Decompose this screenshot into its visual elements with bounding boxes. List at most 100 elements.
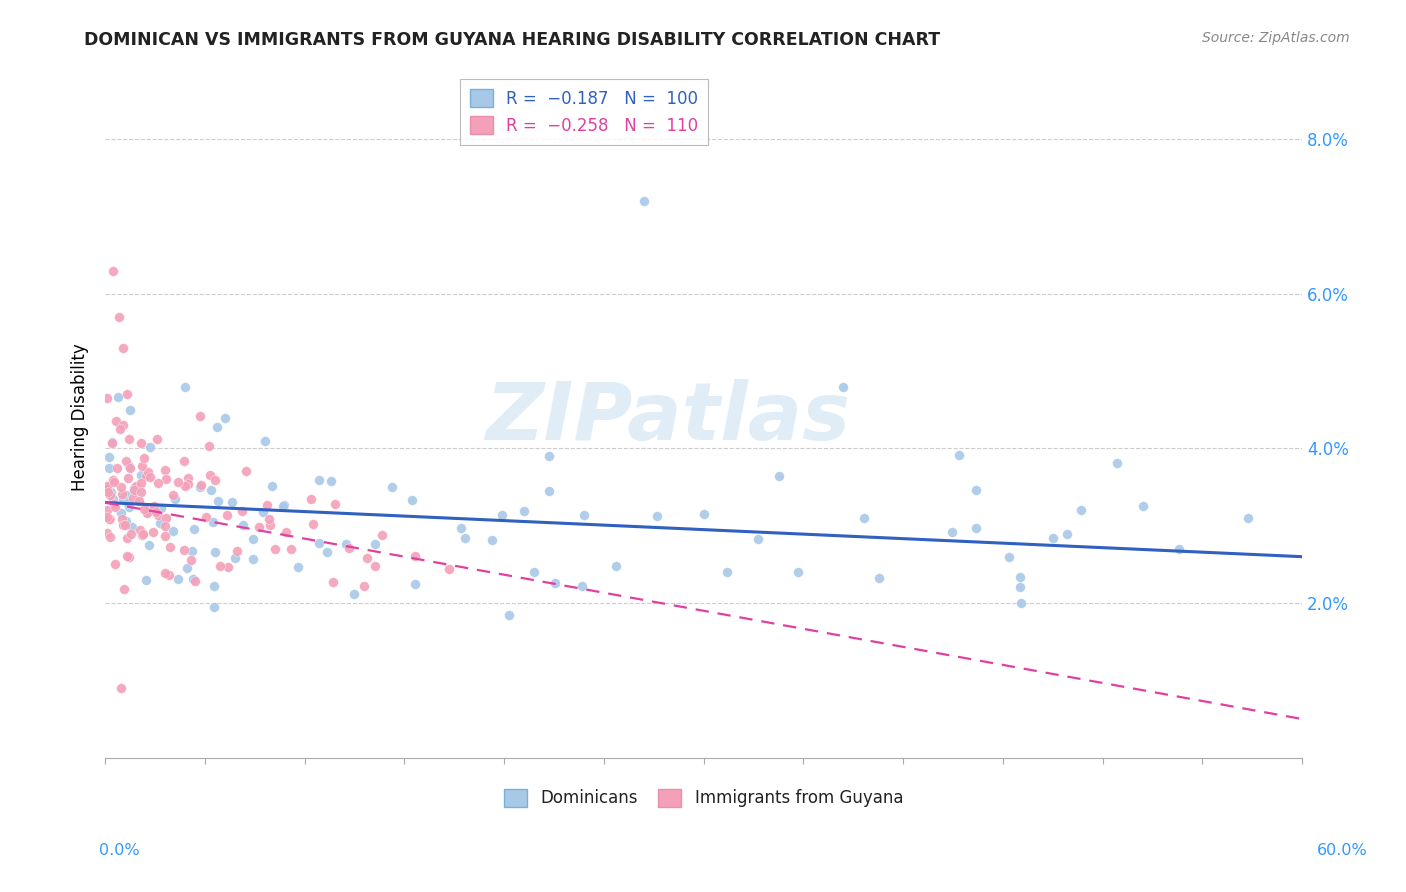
Point [118, 500, 141, 514]
Point [998, 549, 1021, 564]
Point [115, 387, 138, 401]
Point [155, 471, 177, 485]
Point [105, 461, 128, 475]
Point [252, 505, 274, 519]
Point [101, 435, 124, 450]
Point [138, 502, 160, 516]
Point [111, 512, 134, 526]
Point [117, 549, 139, 563]
Point [204, 473, 226, 487]
Point [224, 550, 246, 565]
Point [174, 379, 197, 393]
Point [112, 582, 135, 597]
Point [131, 527, 153, 541]
Point [146, 508, 169, 523]
Point [132, 450, 155, 465]
Point [114, 518, 136, 533]
Point [101, 473, 124, 487]
Point [308, 536, 330, 550]
Point [1132, 499, 1154, 513]
Point [98, 512, 121, 526]
Point [176, 560, 198, 574]
Point [107, 390, 129, 404]
Point [316, 545, 339, 559]
Point [96, 391, 118, 405]
Point [450, 520, 472, 534]
Point [129, 468, 152, 483]
Point [132, 527, 155, 541]
Point [235, 464, 257, 478]
Point [101, 435, 124, 450]
Point [454, 531, 477, 545]
Point [146, 432, 169, 446]
Point [108, 310, 131, 324]
Point [335, 536, 357, 550]
Point [136, 466, 159, 480]
Point [204, 545, 226, 559]
Point [139, 440, 162, 454]
Point [98, 512, 121, 526]
Point [1042, 532, 1064, 546]
Point [217, 508, 239, 523]
Point [112, 341, 135, 355]
Point [231, 504, 253, 518]
Point [135, 573, 157, 587]
Point [114, 487, 136, 501]
Point [110, 480, 132, 494]
Point [537, 483, 560, 498]
Point [188, 409, 211, 424]
Point [364, 558, 387, 573]
Point [173, 542, 195, 557]
Point [98, 461, 121, 475]
Point [287, 560, 309, 574]
Point [481, 533, 503, 548]
Point [965, 521, 987, 535]
Point [941, 524, 963, 539]
Point [145, 505, 167, 519]
Point [868, 571, 890, 585]
Point [112, 491, 135, 506]
Point [257, 512, 280, 526]
Point [118, 459, 141, 474]
Point [128, 494, 150, 508]
Point [100, 484, 122, 499]
Point [232, 517, 254, 532]
Point [242, 551, 264, 566]
Point [1107, 456, 1129, 470]
Point [138, 537, 160, 551]
Point [491, 508, 513, 522]
Point [96, 482, 118, 496]
Point [148, 476, 170, 491]
Point [343, 587, 366, 601]
Point [122, 481, 145, 495]
Legend: Dominicans, Immigrants from Guyana: Dominicans, Immigrants from Guyana [498, 782, 910, 814]
Point [177, 471, 200, 485]
Point [117, 471, 139, 485]
Point [256, 499, 278, 513]
Text: DOMINICAN VS IMMIGRANTS FROM GUYANA HEARING DISABILITY CORRELATION CHART: DOMINICAN VS IMMIGRANTS FROM GUYANA HEAR… [84, 31, 941, 49]
Point [273, 498, 295, 512]
Point [184, 574, 207, 589]
Point [207, 494, 229, 508]
Point [135, 505, 157, 519]
Point [159, 540, 181, 554]
Point [153, 566, 176, 580]
Point [188, 480, 211, 494]
Point [274, 525, 297, 540]
Point [173, 454, 195, 468]
Point [381, 479, 404, 493]
Y-axis label: Hearing Disability: Hearing Disability [72, 343, 89, 491]
Point [96, 526, 118, 541]
Point [693, 508, 716, 522]
Point [280, 542, 302, 557]
Point [174, 479, 197, 493]
Point [157, 567, 180, 582]
Point [117, 531, 139, 545]
Point [180, 553, 202, 567]
Point [262, 479, 284, 493]
Point [302, 517, 325, 532]
Point [571, 579, 593, 593]
Point [180, 544, 202, 558]
Point [263, 541, 285, 556]
Point [103, 491, 125, 506]
